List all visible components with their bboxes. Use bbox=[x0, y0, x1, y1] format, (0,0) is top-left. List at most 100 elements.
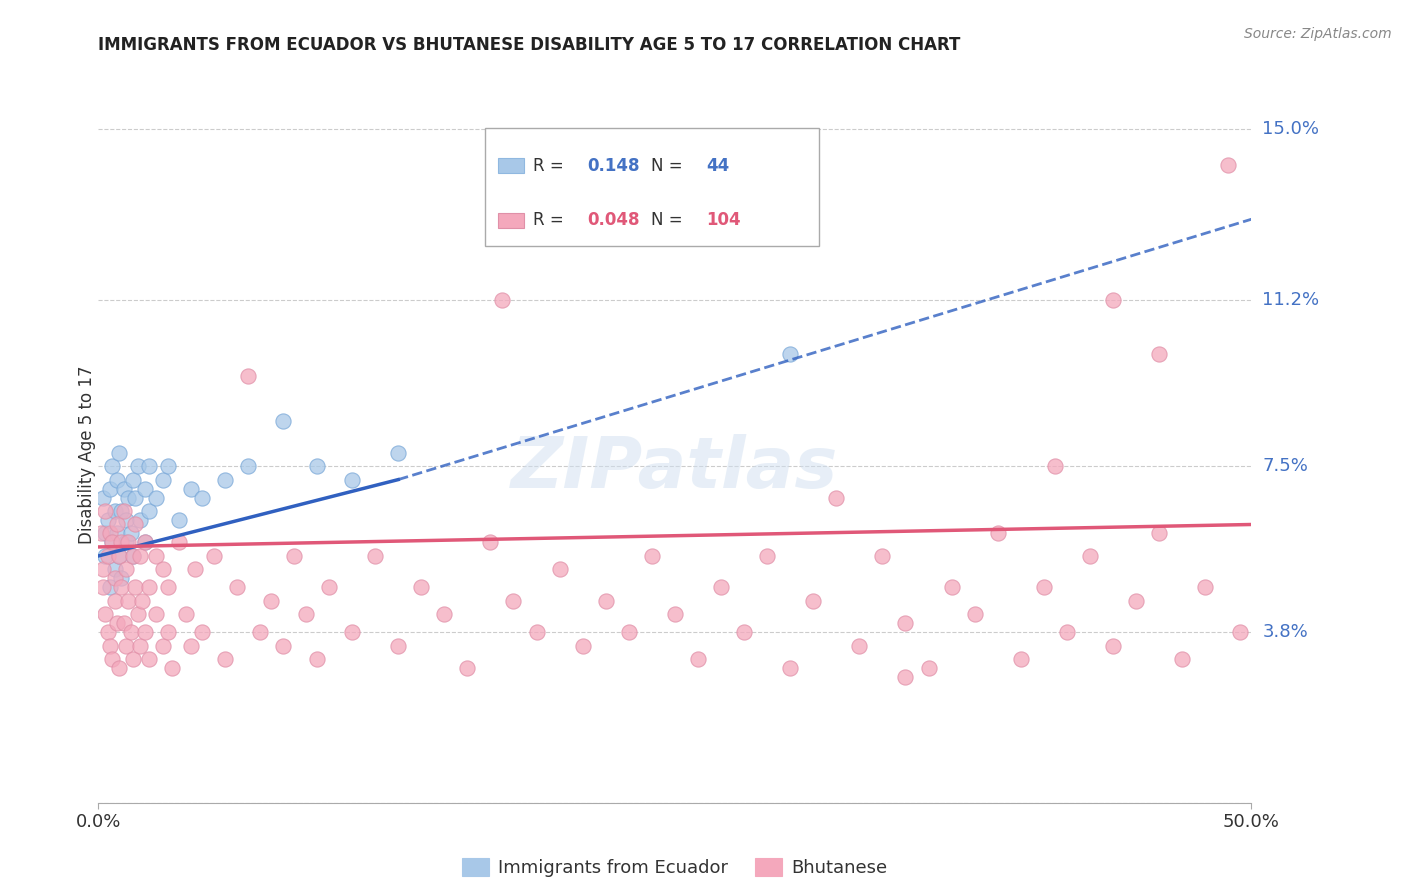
Point bbox=[180, 639, 202, 653]
Text: ZIPatlas: ZIPatlas bbox=[512, 434, 838, 503]
Text: R =: R = bbox=[533, 157, 569, 175]
Point bbox=[238, 459, 260, 474]
Point bbox=[779, 347, 801, 361]
Point bbox=[98, 639, 121, 653]
Point bbox=[686, 652, 709, 666]
Point bbox=[271, 639, 294, 653]
Point bbox=[1171, 652, 1194, 666]
Point bbox=[152, 639, 174, 653]
Point bbox=[491, 293, 513, 307]
Point bbox=[110, 504, 132, 518]
FancyBboxPatch shape bbox=[485, 128, 818, 246]
Point bbox=[115, 535, 138, 549]
Point bbox=[249, 625, 271, 640]
Point bbox=[129, 549, 152, 563]
Point bbox=[131, 594, 153, 608]
Point bbox=[90, 526, 112, 541]
Point bbox=[1056, 625, 1078, 640]
Point bbox=[641, 549, 664, 563]
Point bbox=[180, 482, 202, 496]
Point bbox=[1032, 580, 1054, 594]
Point bbox=[117, 491, 139, 505]
Point bbox=[134, 482, 156, 496]
Point bbox=[112, 482, 135, 496]
Point bbox=[387, 639, 409, 653]
Text: 11.2%: 11.2% bbox=[1263, 291, 1320, 309]
Point bbox=[872, 549, 894, 563]
Y-axis label: Disability Age 5 to 17: Disability Age 5 to 17 bbox=[79, 366, 96, 544]
Point bbox=[548, 562, 571, 576]
Point bbox=[98, 580, 121, 594]
Point bbox=[110, 571, 132, 585]
Point bbox=[456, 661, 478, 675]
Point bbox=[664, 131, 686, 145]
Point bbox=[122, 549, 145, 563]
Point bbox=[295, 607, 318, 622]
Point bbox=[122, 473, 145, 487]
Point bbox=[271, 414, 294, 428]
Point bbox=[214, 473, 236, 487]
Point bbox=[756, 549, 779, 563]
Point bbox=[117, 594, 139, 608]
Point bbox=[145, 607, 167, 622]
Point bbox=[138, 504, 160, 518]
Point bbox=[801, 594, 824, 608]
Point bbox=[825, 491, 848, 505]
Point bbox=[122, 549, 145, 563]
Point bbox=[156, 580, 179, 594]
Point bbox=[138, 459, 160, 474]
Point bbox=[184, 562, 207, 576]
Point bbox=[105, 616, 128, 631]
Point bbox=[1229, 625, 1251, 640]
Point bbox=[1194, 580, 1216, 594]
Point bbox=[124, 491, 146, 505]
Point bbox=[94, 504, 117, 518]
FancyBboxPatch shape bbox=[499, 158, 524, 173]
Point bbox=[307, 652, 329, 666]
Point bbox=[145, 549, 167, 563]
Point bbox=[97, 513, 120, 527]
Point bbox=[103, 594, 125, 608]
Point bbox=[214, 652, 236, 666]
Point bbox=[134, 535, 156, 549]
Point bbox=[340, 625, 363, 640]
Point bbox=[110, 535, 132, 549]
Point bbox=[97, 549, 120, 563]
Point bbox=[848, 639, 870, 653]
Point bbox=[108, 445, 131, 459]
Point bbox=[103, 562, 125, 576]
Text: R =: R = bbox=[533, 211, 569, 229]
Point bbox=[340, 473, 363, 487]
Point bbox=[894, 616, 917, 631]
Point bbox=[191, 625, 214, 640]
Point bbox=[101, 459, 124, 474]
Point bbox=[411, 580, 433, 594]
Point bbox=[134, 625, 156, 640]
Point bbox=[963, 607, 986, 622]
Point bbox=[1218, 158, 1240, 172]
Point bbox=[94, 526, 117, 541]
Text: 3.8%: 3.8% bbox=[1263, 624, 1308, 641]
Point bbox=[91, 491, 114, 505]
Point bbox=[318, 580, 340, 594]
Text: 15.0%: 15.0% bbox=[1263, 120, 1319, 138]
Point bbox=[307, 459, 329, 474]
Point bbox=[112, 504, 135, 518]
Point bbox=[526, 625, 548, 640]
Point bbox=[122, 652, 145, 666]
Point bbox=[110, 580, 132, 594]
Text: 0.048: 0.048 bbox=[588, 211, 640, 229]
Point bbox=[127, 607, 149, 622]
Point bbox=[160, 661, 183, 675]
Point bbox=[479, 535, 502, 549]
Point bbox=[103, 571, 125, 585]
Point bbox=[283, 549, 305, 563]
Point bbox=[101, 535, 124, 549]
Point bbox=[387, 445, 409, 459]
Point bbox=[617, 625, 640, 640]
Point bbox=[917, 661, 939, 675]
Point bbox=[105, 473, 128, 487]
Text: 104: 104 bbox=[706, 211, 741, 229]
Legend: Immigrants from Ecuador, Bhutanese: Immigrants from Ecuador, Bhutanese bbox=[456, 850, 894, 884]
Point bbox=[191, 491, 214, 505]
